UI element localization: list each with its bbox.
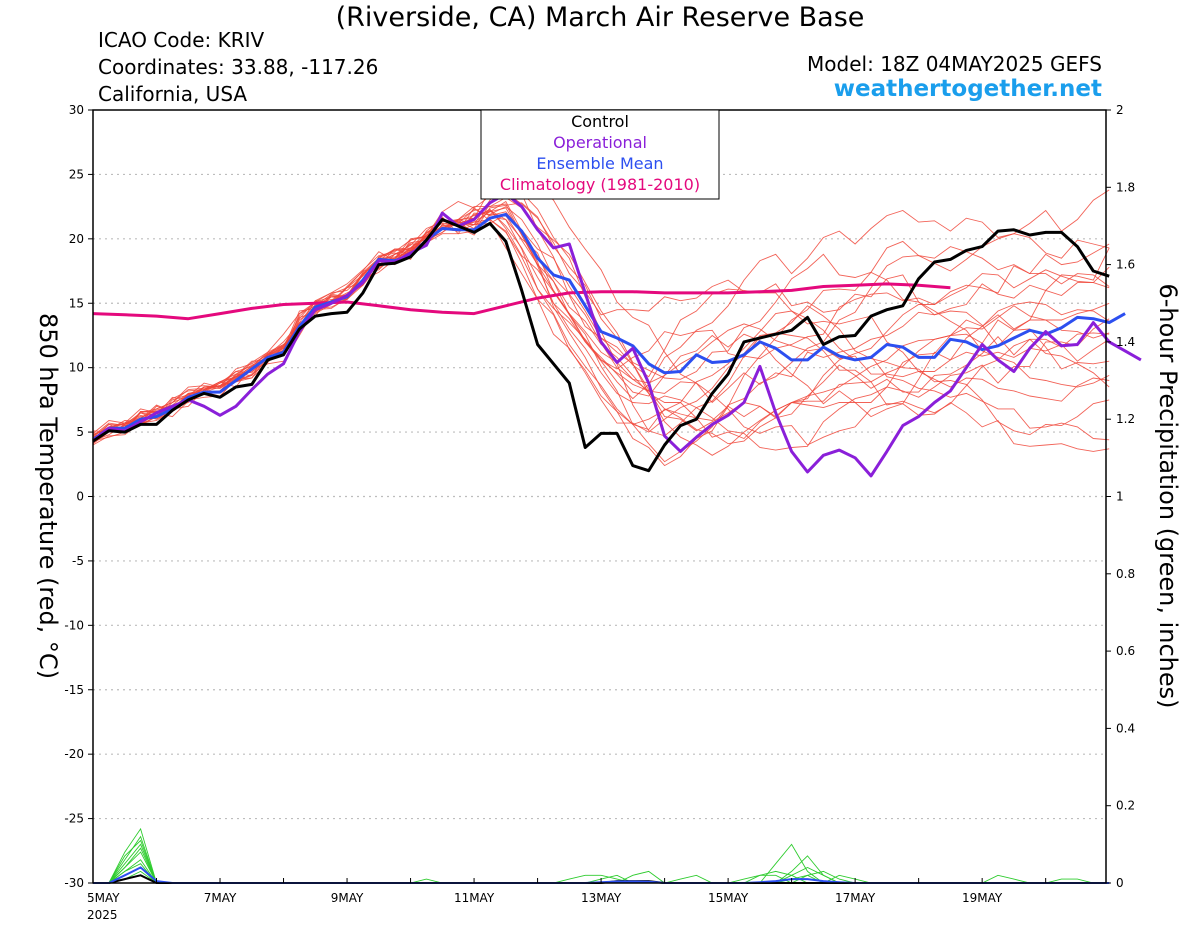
model-run: Model: 18Z 04MAY2025 GEFS [807, 52, 1102, 76]
y2-axis-label: 6-hour Precipitation (green, inches) [1154, 283, 1182, 708]
ensemble-member-line [92, 191, 1110, 442]
y-tick-label: -20 [64, 747, 84, 761]
y2-tick-label: 2 [1116, 103, 1124, 117]
ensemble-members [92, 177, 1110, 467]
precip-member-line [93, 843, 1110, 884]
x-tick-label: 17MAY [835, 891, 876, 905]
y2-tick-label: 0.8 [1116, 567, 1135, 581]
grid-lines [93, 173, 1106, 820]
y-tick-label: -5 [72, 554, 84, 568]
precip-member-line [93, 835, 1110, 884]
x-tick-sublabel: 2025 [87, 908, 118, 922]
ensemble-member-line [92, 177, 1110, 433]
ensemble-member-line [92, 212, 1110, 445]
y2-tick-label: 1 [1116, 490, 1124, 504]
y2-tick-label: 0 [1116, 876, 1124, 890]
series-line-ensemble-mean [92, 212, 1126, 442]
y-tick-label: -25 [64, 812, 84, 826]
y-tick-label: 20 [69, 232, 84, 246]
ensemble-member-line [92, 208, 1110, 440]
series-line-control [92, 218, 1110, 473]
main-series [92, 192, 1142, 478]
x-tick-label: 11MAY [454, 891, 495, 905]
y2-tick-label: 0.4 [1116, 721, 1135, 735]
coordinates: Coordinates: 33.88, -117.26 [98, 55, 379, 79]
precip-member-line [93, 847, 1110, 884]
y2-tick-label: 0.6 [1116, 644, 1135, 658]
x-tick-label: 9MAY [331, 891, 364, 905]
y2-tick-label: 1.2 [1116, 412, 1135, 426]
y-tick-label: -15 [64, 683, 84, 697]
y-axis-label: 850 hPa Temperature (red, °C) [34, 313, 62, 679]
x-tick-label: 19MAY [962, 891, 1003, 905]
ensemble-member-line [92, 189, 1110, 443]
series-line-operational [92, 192, 1142, 478]
legend-entry: Operational [553, 133, 647, 152]
axes: 302520151050-5-10-15-20-25-3021.81.61.41… [64, 103, 1135, 922]
x-tick-label: 15MAY [708, 891, 749, 905]
site-link[interactable]: weathertogether.net [833, 76, 1102, 102]
legend-entry: Control [571, 112, 629, 131]
ensemble-member-line [92, 209, 1110, 434]
y-tick-label: -10 [64, 618, 84, 632]
chart-title: (Riverside, CA) March Air Reserve Base [335, 2, 865, 33]
x-tick-label: 7MAY [204, 891, 237, 905]
y-tick-label: 25 [69, 167, 84, 181]
legend: Control Operational Ensemble Mean Climatolo… [480, 109, 720, 200]
legend-entry: Ensemble Mean [536, 154, 663, 173]
region: California, USA [98, 82, 248, 106]
y-tick-label: 0 [76, 490, 84, 504]
ensemble-member-line [92, 203, 1110, 438]
x-tick-label: 13MAY [581, 891, 622, 905]
y-tick-label: 30 [69, 103, 84, 117]
precip-members [93, 827, 1110, 884]
y-tick-label: 10 [69, 361, 84, 375]
series-line-climatology-1981-2010 [92, 282, 951, 321]
ensemble-member-line [92, 206, 1110, 442]
y-tick-label: 5 [76, 425, 84, 439]
ensemble-member-line [92, 179, 1110, 446]
y-tick-label: -30 [64, 876, 84, 890]
y2-tick-label: 1.8 [1116, 180, 1135, 194]
legend-box [480, 109, 720, 200]
icao-code: ICAO Code: KRIV [98, 28, 265, 52]
y2-tick-label: 1.6 [1116, 258, 1135, 272]
y2-tick-label: 1.4 [1116, 335, 1135, 349]
precip-member-line [93, 839, 1110, 884]
y-tick-label: 15 [69, 296, 84, 310]
ensemble-member-line [92, 200, 1110, 467]
x-tick-label: 5MAY [87, 891, 120, 905]
legend-entry: Climatology (1981-2010) [500, 175, 700, 194]
y2-tick-label: 0.2 [1116, 799, 1135, 813]
